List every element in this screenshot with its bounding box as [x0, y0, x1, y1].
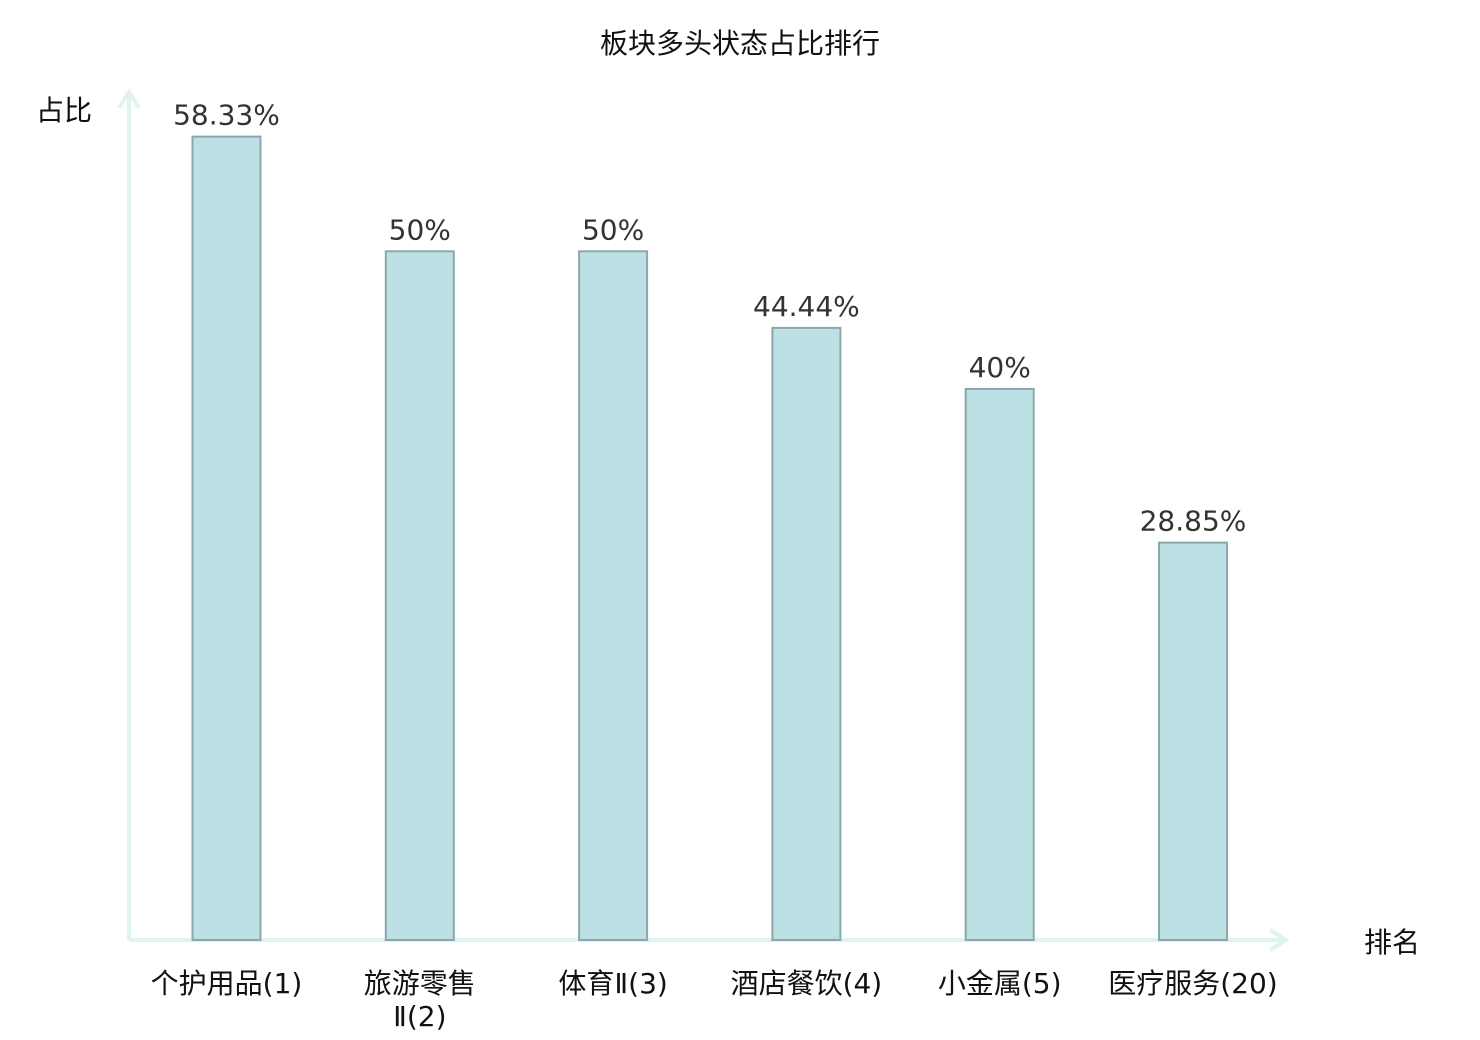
bar-value-label: 58.33%: [173, 99, 280, 132]
x-tick-label-line: Ⅱ(2): [393, 1000, 446, 1033]
x-tick-label-line: 小金属(5): [938, 967, 1062, 1000]
x-tick-label: 体育Ⅱ(3): [558, 967, 667, 1000]
chart-title: 板块多头状态占比排行: [600, 27, 880, 60]
x-tick-label: 小金属(5): [938, 967, 1062, 1000]
bar-value-label: 50%: [389, 213, 451, 246]
y-axis-arrow-icon: [117, 88, 141, 110]
bar: [384, 250, 455, 942]
bar: [1158, 541, 1228, 941]
x-tick-label: 个护用品(1): [151, 967, 303, 1000]
bar: [191, 135, 262, 942]
y-axis-label: 占比: [36, 94, 92, 127]
x-tick-label-line: 旅游零售: [364, 967, 476, 1000]
x-tick-label: 酒店餐饮(4): [731, 967, 883, 1000]
bar-value-label: 40%: [969, 351, 1031, 384]
bar: [964, 388, 1035, 941]
x-tick-label: 旅游零售 Ⅱ(2): [364, 967, 476, 1033]
x-tick-label-line: 体育Ⅱ(3): [558, 967, 667, 1000]
bar: [771, 326, 842, 941]
x-tick-label-line: 医疗服务(20): [1108, 967, 1277, 1000]
x-axis-arrow-icon: [1268, 928, 1290, 952]
bar-value-label: 44.44%: [753, 290, 860, 323]
x-tick-label-highlighted: 医疗服务(20): [1108, 967, 1277, 1000]
bar: [578, 250, 649, 942]
x-tick-label-line: 个护用品(1): [151, 967, 303, 1000]
bar-value-label: 28.85%: [1140, 505, 1247, 538]
bars-group: 58.33% 个护用品(1) 50% 旅游零售 Ⅱ(2) 50% 体育Ⅱ(3) 44.44% 酒…: [151, 99, 1278, 1033]
bar-value-label: 50%: [582, 213, 644, 246]
x-tick-label-line: 酒店餐饮(4): [731, 967, 883, 1000]
x-axis-label: 排名: [1364, 926, 1420, 959]
